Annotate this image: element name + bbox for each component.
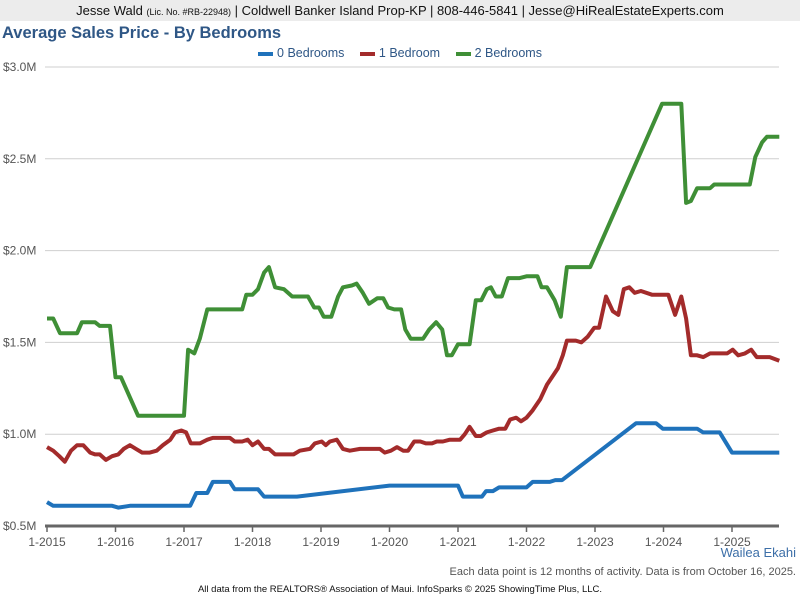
x-tick-label: 1-2015 [28,535,66,549]
y-tick-label: $1.5M [3,335,36,349]
area-name: Wailea Ekahi [720,545,796,560]
legend-swatch [455,51,471,56]
x-tick-label: 1-2025 [713,535,751,549]
y-tick-label: $1.0M [3,427,36,441]
legend-label: 0 Bedrooms [277,46,345,60]
x-tick-label: 1-2021 [439,535,477,549]
y-tick-label: $2.5M [3,152,36,166]
x-tick-label: 1-2024 [645,535,683,549]
x-tick-label: 1-2018 [234,535,272,549]
legend-label: 2 Bedrooms [474,46,542,60]
legend-label: 1 Bedroom [378,46,441,60]
x-tick-label: 1-2023 [576,535,614,549]
y-tick-label: $0.5M [3,519,36,533]
x-tick-label: 1-2019 [302,535,340,549]
legend-item-2-bedrooms[interactable]: 2 Bedrooms [455,46,542,60]
x-tick-label: 1-2016 [97,535,135,549]
agent-name: Jesse Wald [76,3,143,18]
footer-credit: All data from the REALTORS® Association … [197,584,603,595]
chart-title: Average Sales Price - By Bedrooms [2,24,282,42]
chart-legend: 0 Bedrooms 1 Bedroom 2 Bedrooms [0,46,800,60]
series-line-1-bedroom[interactable] [45,285,781,464]
license-number: (Lic. No. #RB-22948) [146,7,232,17]
data-note: Each data point is 12 months of activity… [449,566,796,578]
series-line-2-bedrooms[interactable] [47,101,780,418]
x-tick-label: 1-2017 [165,535,203,549]
legend-swatch [359,51,375,56]
legend-item-0-bedrooms[interactable]: 0 Bedrooms [258,46,344,60]
y-tick-label: $2.0M [3,244,36,258]
x-tick-label: 1-2022 [508,535,546,549]
legend-swatch [258,51,274,56]
x-tick-label: 1-2020 [371,535,409,549]
legend-item-1-bedroom[interactable]: 1 Bedroom [359,46,441,60]
y-tick-label: $3.0M [3,60,36,74]
agent-contact: | Coldwell Banker Island Prop-KP | 808-4… [234,3,724,18]
agent-header: Jesse Wald (Lic. No. #RB-22948) | Coldwe… [0,0,800,21]
series-line-0-bedrooms[interactable] [45,421,780,510]
